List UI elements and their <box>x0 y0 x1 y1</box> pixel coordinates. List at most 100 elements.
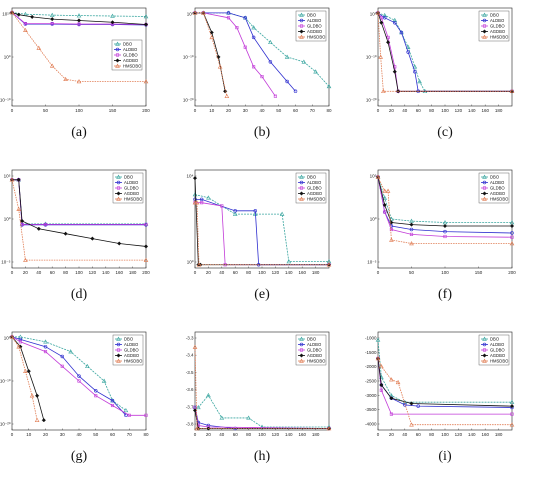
point-gldbo <box>443 234 447 239</box>
y-tick-label: -3.5 <box>186 370 194 375</box>
x-tick-label: 60 <box>50 270 56 275</box>
series-line-hmsdbo <box>377 12 512 92</box>
legend-label-dbo: DBO <box>490 13 500 18</box>
point-dbo <box>18 334 23 339</box>
point-hmsdbo <box>23 257 28 262</box>
point-hmsdbo <box>194 426 200 431</box>
point-aldbo <box>110 398 115 403</box>
point-gldbo <box>94 394 98 398</box>
legend-marker-gldbo <box>299 186 304 190</box>
x-tick-label: 0 <box>194 432 197 437</box>
y-tick-label: -2500 <box>365 379 377 384</box>
panel-g: 0 10 20 30 40 50 60 70 80 10⁰ 10⁻¹⁰ 10⁻²⁰ DBOALDBOGL… <box>0 331 149 464</box>
legend-label-dbo: DBO <box>307 337 317 342</box>
legend-label-dbo: DBO <box>124 175 134 180</box>
y-tick-label: 10⁰ <box>4 336 11 341</box>
point-hmsdbo <box>375 356 381 361</box>
x-tick-label: 80 <box>246 432 252 437</box>
x-tick-label: 0 <box>377 108 380 113</box>
point-aldbo <box>94 389 98 393</box>
series-line-dbo <box>195 12 330 87</box>
y-tick-label: 10⁰ <box>187 260 194 265</box>
series-line-hmsdbo <box>194 347 329 429</box>
series-line-aldbo <box>11 336 127 416</box>
legend-marker-agdbo <box>482 191 487 196</box>
point-dbo <box>49 12 55 17</box>
legend-marker-gldbo <box>115 53 120 57</box>
y-tick-label: 10⁴ <box>187 174 194 179</box>
panel-a: 0 50 100 150 200 10¹⁰ 10⁰ 10⁻¹⁰ DBOALDBOGLDBOAGD… <box>0 7 150 140</box>
point-hmsdbo <box>326 426 332 431</box>
x-tick-label: 20 <box>206 270 212 275</box>
x-tick-label: 100 <box>441 108 449 113</box>
point-agdbo <box>63 231 68 236</box>
x-tick-label: 50 <box>43 108 49 113</box>
point-aldbo <box>233 209 237 213</box>
series-line-agdbo <box>12 179 147 247</box>
x-tick-label: 20 <box>389 432 395 437</box>
point-hmsdbo <box>379 364 384 369</box>
legend-label-dbo: DBO <box>307 13 317 18</box>
point-aldbo <box>413 69 417 74</box>
point-hmsdbo <box>409 241 414 246</box>
x-tick-label: 120 <box>272 270 280 275</box>
legend-label-dbo: DBO <box>490 175 500 180</box>
y-tick-label: 10¹⁰ <box>2 12 11 17</box>
legend-label-gldbo: GLDBO <box>124 348 139 353</box>
x-tick-label: 180 <box>312 270 320 275</box>
x-tick-label: 40 <box>219 432 225 437</box>
point-agdbo <box>19 218 25 224</box>
point-gldbo <box>379 388 383 392</box>
point-agdbo <box>26 369 31 374</box>
legend-label-agdbo: AGDBO <box>307 353 323 358</box>
legend-marker-hmsdbo <box>482 358 487 363</box>
x-tick-label: 20 <box>206 432 212 437</box>
point-agdbo <box>41 418 46 423</box>
x-tick-label: 100 <box>441 270 449 275</box>
point-dbo <box>68 349 73 354</box>
point-gldbo <box>235 26 239 30</box>
point-hmsdbo <box>509 88 515 94</box>
legend-label-aldbo: ALDBO <box>490 18 505 23</box>
point-hmsdbo <box>194 200 200 205</box>
legend-marker-aldbo <box>482 18 487 23</box>
x-tick-label: 160 <box>481 108 489 113</box>
point-hmsdbo <box>23 27 28 33</box>
series-line-gldbo <box>11 336 146 416</box>
legend-label-agdbo: AGDBO <box>490 29 506 34</box>
point-hmsdbo <box>9 177 15 182</box>
legend-label-aldbo: ALDBO <box>307 342 322 347</box>
point-aldbo <box>403 403 407 407</box>
legend-label-agdbo: AGDBO <box>123 58 139 63</box>
x-tick-label: 180 <box>129 270 137 275</box>
point-gldbo <box>144 222 148 226</box>
point-agdbo <box>76 18 82 23</box>
panel-label: (d) <box>71 287 88 302</box>
x-tick-label: 60 <box>110 432 116 437</box>
point-agdbo <box>509 89 515 94</box>
point-hmsdbo <box>196 262 202 267</box>
point-gldbo <box>77 22 81 26</box>
point-gldbo <box>260 75 264 79</box>
legend-marker-aldbo <box>482 342 487 347</box>
point-hmsdbo <box>143 79 149 84</box>
x-tick-label: 200 <box>508 270 516 275</box>
point-hmsdbo <box>509 241 515 246</box>
point-hmsdbo <box>326 262 332 267</box>
point-hmsdbo <box>395 379 401 385</box>
point-hmsdbo <box>36 45 42 50</box>
point-dbo <box>232 211 238 216</box>
point-dbo <box>405 44 411 49</box>
x-tick-label: 60 <box>233 270 239 275</box>
panel-f: 0 50 100 150 200 10⁵ 10⁰ 10⁻⁵ DBOALDBOGLDBOAGDBO… <box>367 169 516 302</box>
legend-label-agdbo: AGDBO <box>307 191 323 196</box>
series-line-agdbo <box>377 176 512 227</box>
panel-label: (e) <box>254 287 270 302</box>
point-dbo <box>206 392 211 398</box>
point-aldbo <box>416 404 420 408</box>
point-aldbo <box>510 231 514 235</box>
series-line-hmsdbo <box>11 336 38 421</box>
point-agdbo <box>16 12 21 17</box>
x-tick-label: 120 <box>455 432 463 437</box>
